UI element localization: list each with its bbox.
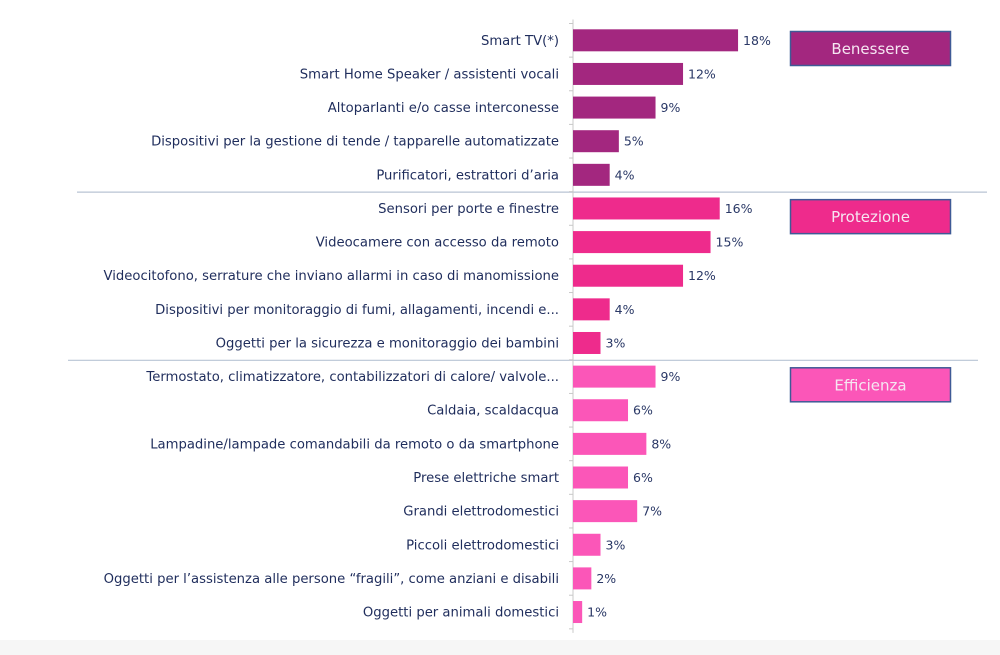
bar [573,130,619,153]
value-label: 12% [688,66,716,81]
value-label: 8% [651,436,671,451]
bar [573,567,592,590]
bar [573,500,638,523]
bar [573,29,739,52]
group-box-efficienza [789,367,952,403]
category-label: Purificatori, estrattori d’aria [376,168,559,183]
category-label: Videocamere con accesso da remoto [316,236,559,251]
group-box-benessere [789,30,952,67]
category-label: Oggetti per la sicurezza e monitoraggio … [216,336,559,351]
category-label: Smart TV(*) [481,34,559,49]
value-label: 18% [743,33,771,48]
value-label: 2% [596,571,616,586]
bars [573,29,739,624]
value-label: 6% [633,403,653,418]
category-label: Caldaia, scaldacqua [427,404,559,419]
value-label: 3% [606,335,626,350]
value-label: 4% [615,302,635,317]
bar [573,197,720,220]
value-label: 3% [606,537,626,552]
category-label: Sensori per porte e finestre [378,202,559,217]
bar [573,601,583,624]
value-label: 12% [688,268,716,283]
value-label: 16% [725,201,753,216]
bar [573,432,647,455]
bottom-band [0,640,1000,655]
group-legend-boxes: Benessere Protezione Efficienza [789,30,952,403]
category-label: Smart Home Speaker / assistenti vocali [300,67,559,82]
value-label: 1% [587,605,607,620]
group-box-protezione [789,198,952,235]
value-label: 9% [661,369,681,384]
category-label: Piccoli elettrodomestici [406,538,559,553]
category-labels: Smart TV(*) Smart Home Speaker / assisten… [104,34,559,621]
bar [573,163,610,186]
value-label: 15% [716,235,744,250]
value-labels: 18% 12% 9% 5% 4% 16% 15% 12% 4% 3% 9% 6% 8% 6% 7% 3% 2% 1… [587,33,771,620]
bar [573,62,684,85]
value-label: 7% [642,504,662,519]
value-label: 9% [661,100,681,115]
value-label: 5% [624,134,644,149]
category-label: Termostato, climatizzatore, contabilizza… [145,370,559,385]
bar [573,264,684,287]
bar [573,298,610,321]
category-label: Grandi elettrodomestici [403,505,559,520]
value-label: 6% [633,470,653,485]
category-label: Dispositivi per la gestione di tende / t… [151,135,559,150]
group-label: Benessere [831,40,909,58]
category-label: Oggetti per l’assistenza alle persone “f… [104,572,559,587]
category-label: Prese elettriche smart [413,471,559,486]
category-label: Lampadine/lampade comandabili da remoto … [150,437,559,452]
value-label: 4% [615,167,635,182]
bar [573,231,711,254]
bar [573,533,601,556]
category-label: Oggetti per animali domestici [363,606,559,621]
bar [573,96,656,119]
group-label: Efficienza [834,376,906,394]
bar [573,399,629,422]
bar [573,331,601,354]
group-separators [68,191,987,361]
category-label: Dispositivi per monitoraggio di fumi, al… [155,303,559,318]
group-label: Protezione [831,208,910,226]
category-label: Altoparlanti e/o casse interconesse [328,101,559,116]
category-label: Videocitofono, serrature che inviano all… [104,269,559,284]
y-axis [569,19,574,633]
bar [573,466,629,489]
bar [573,365,656,388]
